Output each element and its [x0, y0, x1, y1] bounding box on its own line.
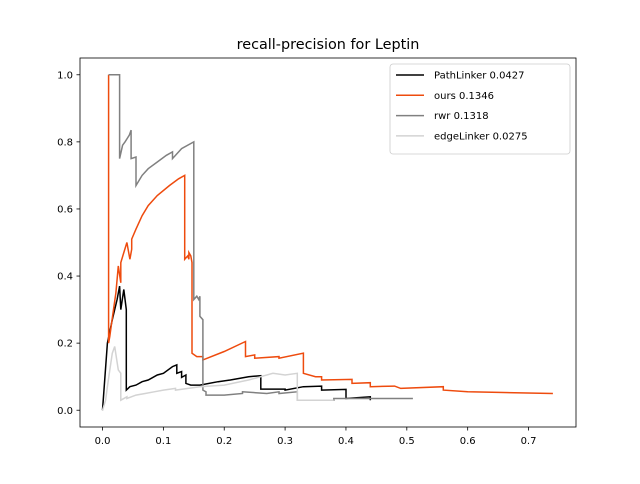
legend: PathLinker 0.0427 ours 0.1346 rwr 0.1318 ed… — [389, 63, 571, 155]
legend-label-3: edgeLinker 0.0275 — [434, 132, 528, 143]
y-tick-label: 0.6 — [57, 205, 73, 216]
legend-box — [389, 63, 571, 155]
series-layer — [101, 74, 553, 411]
y-tick-label: 0.4 — [57, 272, 73, 283]
y-tick-label: 1.0 — [57, 70, 73, 81]
series-line-0 — [101, 285, 372, 411]
plot-frame — [79, 57, 577, 428]
y-tick-label: 0.2 — [57, 339, 73, 350]
x-tick-label: 0.4 — [338, 436, 354, 447]
x-tick-label: 0.3 — [277, 436, 293, 447]
x-tick-label: 0.6 — [460, 436, 476, 447]
y-axis: 0.0 0.2 0.4 0.6 0.8 1.0 — [57, 70, 80, 417]
series-line-1 — [107, 74, 553, 395]
series-line-2 — [108, 74, 413, 401]
x-tick-label: 0.0 — [95, 436, 111, 447]
x-axis: 0.0 0.1 0.2 0.3 0.4 0.5 0.6 0.7 — [95, 427, 537, 447]
x-tick-label: 0.7 — [521, 436, 537, 447]
legend-label-0: PathLinker 0.0427 — [434, 71, 525, 82]
chart-title: recall-precision for Leptin — [237, 37, 420, 53]
x-tick-label: 0.1 — [155, 436, 171, 447]
series-line-3 — [101, 346, 334, 411]
y-tick-label: 0.8 — [57, 137, 73, 148]
x-tick-label: 0.5 — [399, 436, 415, 447]
y-tick-label: 0.0 — [57, 406, 73, 417]
x-tick-label: 0.2 — [216, 436, 232, 447]
legend-label-1: ours 0.1346 — [434, 91, 494, 102]
legend-label-2: rwr 0.1318 — [434, 111, 489, 122]
